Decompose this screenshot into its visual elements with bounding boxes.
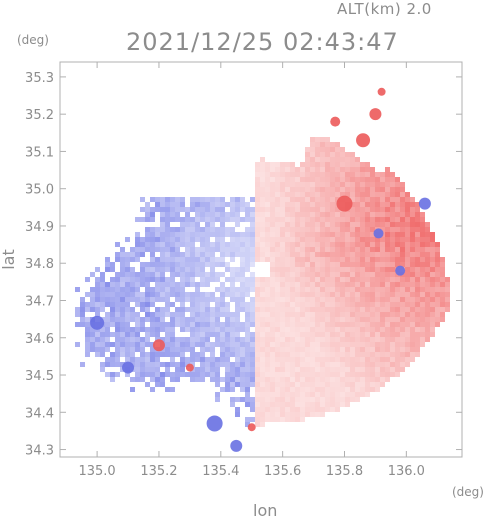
y-tick-label: 35.3 (25, 71, 54, 86)
axes: 135.0 135.2 135.4 135.6 135.8 136.0 34.3 34.4 34… (25, 62, 462, 479)
y-tick-label: 35.0 (25, 183, 54, 198)
plot-frame (59, 61, 463, 458)
y-tick-label: 34.4 (25, 406, 54, 421)
x-tick-label: 135.0 (78, 464, 115, 479)
y-tick-label: 35.1 (25, 145, 54, 160)
x-tick-label: 136.0 (388, 464, 425, 479)
y-tick-label: 34.5 (25, 369, 54, 384)
x-tick-label: 135.6 (264, 464, 301, 479)
y-tick-label: 34.7 (25, 294, 54, 309)
x-axis-label: lon (253, 501, 278, 520)
y-tick-label: 34.3 (25, 444, 54, 459)
x-tick-label: 135.2 (140, 464, 177, 479)
y-tick-label: 34.8 (25, 257, 54, 272)
chart-timestamp: 2021/12/25 02:43:47 (126, 28, 399, 56)
y-tick-label: 34.6 (25, 332, 54, 347)
y-axis-unit: (deg) (17, 33, 49, 47)
y-tick-label: 35.2 (25, 108, 54, 123)
altitude-label: ALT(km) 2.0 (337, 0, 432, 18)
y-tick-label: 34.9 (25, 220, 54, 235)
x-axis-unit: (deg) (452, 485, 484, 499)
x-tick-label: 135.8 (326, 464, 363, 479)
radar-field (75, 87, 450, 452)
x-tick-label: 135.4 (202, 464, 239, 479)
